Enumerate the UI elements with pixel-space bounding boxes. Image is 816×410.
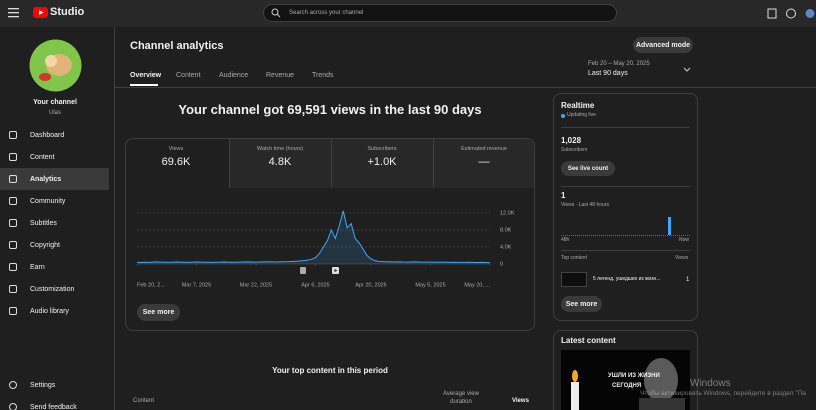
- realtime-bar: [668, 217, 671, 235]
- metric-label[interactable]: Estimated revenue: [461, 146, 507, 152]
- realtime-subscribers: 1,028: [561, 136, 582, 145]
- tab[interactable]: Audience: [219, 72, 249, 79]
- nav-icon[interactable]: [9, 131, 17, 139]
- nav-item[interactable]: Settings: [30, 381, 56, 389]
- realtime-see-more[interactable]: See more: [561, 296, 602, 312]
- realtime-title: Realtime: [561, 101, 595, 110]
- nav-item[interactable]: Subtitles: [30, 219, 57, 227]
- divider: [561, 186, 690, 187]
- see-more-button[interactable]: See more: [137, 304, 180, 321]
- nav-icon[interactable]: [9, 219, 17, 227]
- thumbnail-text: УШЛИ ИЗ ЖИЗНИ: [608, 373, 660, 379]
- nav-icon[interactable]: [9, 381, 17, 389]
- page-title: Channel analytics: [130, 40, 224, 52]
- nav-icon[interactable]: [9, 285, 17, 293]
- top-content-title: Your top content in this period: [272, 366, 388, 375]
- logo-icon[interactable]: [33, 7, 48, 18]
- search-icon: [271, 8, 281, 18]
- metric-value[interactable]: —: [478, 156, 490, 168]
- nav-item[interactable]: Send feedback: [30, 403, 77, 410]
- nav-item[interactable]: Community: [30, 197, 66, 205]
- nav-icon[interactable]: [9, 175, 17, 183]
- latest-title: Latest content: [561, 336, 616, 345]
- metric-label[interactable]: Watch time (hours): [256, 146, 304, 152]
- channel-label: Your channel: [33, 99, 77, 106]
- top-item-views: 1: [686, 277, 690, 283]
- realtime-views: 1: [561, 191, 566, 200]
- headline: Your channel got 69,591 views in the las…: [178, 102, 482, 117]
- nav-item[interactable]: Dashboard: [30, 131, 65, 139]
- latest-card: [553, 330, 698, 410]
- metric-value[interactable]: 69.6K: [161, 156, 191, 168]
- header-divider: [115, 87, 816, 88]
- metric-value[interactable]: +1.0K: [367, 156, 397, 168]
- realtime-card: [553, 93, 698, 321]
- realtime-baseline: [561, 235, 690, 236]
- nav-item[interactable]: Customization: [30, 285, 75, 293]
- metric-divider: [433, 139, 434, 188]
- latest-thumbnail[interactable]: [561, 350, 690, 410]
- nav-item[interactable]: Earn: [30, 263, 45, 271]
- top-views-label: Views: [675, 255, 689, 261]
- top-item-thumbnail[interactable]: [561, 272, 587, 287]
- sidebar-divider: [114, 27, 115, 410]
- tab[interactable]: Revenue: [266, 72, 295, 79]
- search-placeholder[interactable]: Search across your channel: [289, 10, 364, 16]
- tab[interactable]: Trends: [312, 72, 334, 79]
- column-header: Views: [512, 398, 529, 404]
- top-content-label: Top content: [561, 255, 587, 261]
- top-icons[interactable]: [767, 8, 815, 19]
- nav-icon[interactable]: [9, 307, 17, 315]
- advanced-mode-button[interactable]: Advanced mode: [633, 37, 693, 53]
- nav-icon[interactable]: [9, 197, 17, 205]
- metric-divider: [331, 139, 332, 188]
- live-dot: [561, 114, 565, 118]
- date-period[interactable]: Last 90 days: [588, 70, 628, 77]
- watermark-text: Чтобы активировать Windows, перейдите в …: [640, 390, 806, 397]
- menu-icon[interactable]: [8, 8, 20, 18]
- nav-icon[interactable]: [9, 263, 17, 271]
- nav-item[interactable]: Content: [30, 153, 55, 161]
- column-header: Content: [133, 398, 155, 404]
- divider: [561, 250, 690, 251]
- realtime-axis-end: Now: [679, 237, 690, 243]
- date-range[interactable]: Feb 20 – May 20, 2025: [588, 61, 650, 67]
- live-count-button[interactable]: See live count: [561, 161, 615, 176]
- realtime-status: Updating live: [567, 112, 596, 118]
- channel-name: Ulas: [48, 110, 62, 116]
- tab[interactable]: Content: [176, 72, 201, 79]
- tab[interactable]: Overview: [130, 72, 162, 79]
- thumbnail-text: СЕГОДНЯ: [612, 383, 642, 389]
- divider: [561, 127, 690, 128]
- metric-tabs-bg: [229, 139, 534, 188]
- metric-value[interactable]: 4.8K: [268, 156, 292, 168]
- nav-icon[interactable]: [9, 403, 17, 410]
- nav-item[interactable]: Audio library: [30, 307, 69, 315]
- realtime-subscribers-label: Subscribers: [561, 147, 588, 153]
- nav-icon[interactable]: [9, 241, 17, 249]
- nav-selected: [0, 168, 109, 190]
- channel-avatar[interactable]: [29, 39, 82, 92]
- metric-divider: [229, 139, 230, 188]
- realtime-views-label: Views · Last 48 hours: [561, 202, 609, 208]
- nav-item[interactable]: Analytics: [30, 175, 62, 183]
- logo-text[interactable]: Studio: [50, 6, 85, 18]
- watermark-title: Windows: [690, 378, 731, 389]
- metric-label[interactable]: Views: [168, 146, 184, 152]
- nav-icon[interactable]: [9, 153, 17, 161]
- search-box[interactable]: [263, 4, 617, 22]
- column-header: Average view duration: [443, 391, 479, 405]
- metric-label[interactable]: Subscribers: [367, 146, 397, 152]
- tab-underline: [130, 84, 158, 86]
- nav-item[interactable]: Copyright: [30, 241, 60, 249]
- realtime-axis-start: 48h: [561, 237, 570, 243]
- date-chevron[interactable]: [683, 67, 691, 72]
- top-item-title[interactable]: 5 легенд, ушедших из жизн...: [593, 276, 661, 282]
